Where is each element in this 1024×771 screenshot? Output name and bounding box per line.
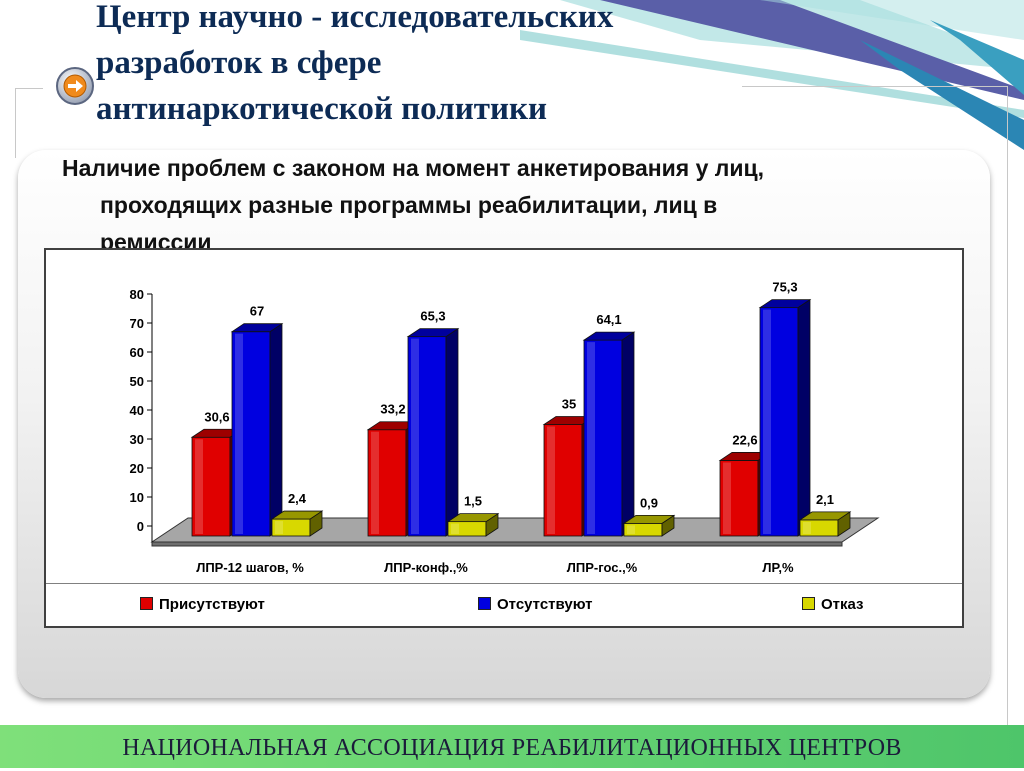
bar-top <box>798 511 852 521</box>
title-line: Центр научно - исследовательских <box>96 0 614 35</box>
legend-swatch <box>140 597 153 610</box>
legend-label: Отказ <box>821 596 864 613</box>
data-label: 22,6 <box>732 432 757 447</box>
y-tick-label: 80 <box>130 287 144 302</box>
bar-top <box>758 299 812 309</box>
bar-highlight <box>411 338 419 534</box>
bar-top <box>406 328 460 338</box>
bar-highlight <box>275 521 283 534</box>
page-title: Центр научно - исследовательских разрабо… <box>96 0 796 132</box>
y-tick-label: 60 <box>130 345 144 360</box>
footer-bar: НАЦИОНАЛЬНАЯ АССОЦИАЦИЯ РЕАБИЛИТАЦИОННЫХ… <box>0 725 1024 768</box>
data-label: 33,2 <box>380 402 405 417</box>
data-label: 1,5 <box>464 494 482 509</box>
y-tick-label: 50 <box>130 374 144 389</box>
bar-1-2 <box>367 429 407 537</box>
data-label: 75,3 <box>772 280 797 295</box>
subtitle-line: проходящих разные программы реабилитации… <box>100 192 718 218</box>
frame-line <box>15 88 16 158</box>
category-label: ЛПР-12 шагов, % <box>196 560 304 575</box>
bar-top <box>270 510 324 520</box>
y-tick-label: 20 <box>130 461 144 476</box>
category-label: ЛР,% <box>762 560 794 575</box>
bar-highlight <box>627 525 635 534</box>
bar-top <box>582 331 636 341</box>
legend-swatch <box>478 597 491 610</box>
slide-subtitle: Наличие проблем с законом на момент анке… <box>62 150 962 261</box>
bar-highlight <box>547 426 555 534</box>
bar-highlight <box>371 431 379 534</box>
bar-side <box>621 331 635 537</box>
bar-2-1 <box>231 331 271 537</box>
bar-top <box>446 513 500 523</box>
frame-line <box>1007 86 1008 726</box>
arrow-right-icon[interactable] <box>55 66 95 106</box>
category-label: ЛПР-конф.,% <box>384 560 468 575</box>
legend-divider <box>46 583 962 584</box>
y-tick-label: 40 <box>130 403 144 418</box>
legend-item-refusal: Отказ <box>802 596 864 613</box>
y-tick-label: 0 <box>137 519 144 534</box>
bar-side <box>269 322 283 537</box>
data-label: 65,3 <box>420 309 445 324</box>
bar-highlight <box>235 333 243 534</box>
bar-2-2 <box>407 336 447 537</box>
frame-line <box>15 88 43 89</box>
data-label: 67 <box>250 304 264 319</box>
bar-side <box>797 298 811 537</box>
bar-highlight <box>195 439 203 534</box>
legend-item-absent: Отсутствуют <box>478 596 593 613</box>
bar-1-4 <box>719 460 759 537</box>
data-label: 2,1 <box>816 492 834 507</box>
legend-label: Отсутствуют <box>497 596 593 613</box>
y-tick-label: 70 <box>130 316 144 331</box>
bar-highlight <box>803 521 811 534</box>
title-line: разработок в сфере <box>96 45 382 81</box>
subtitle-line: Наличие проблем с законом на момент анке… <box>62 155 765 181</box>
y-tick-label: 10 <box>130 490 144 505</box>
bar-1-1 <box>191 436 231 537</box>
legend-label: Присутствуют <box>159 596 265 613</box>
chart-container: 0 10 20 30 40 50 60 70 80 30,6 67 2,4 ЛПР-12 шагов, … <box>44 248 964 628</box>
data-label: 30,6 <box>204 409 229 424</box>
y-tick-label: 30 <box>130 432 144 447</box>
bar-highlight <box>451 523 459 534</box>
data-label: 0,9 <box>640 495 658 510</box>
data-label: 2,4 <box>288 491 307 506</box>
title-line: антинаркотической политики <box>96 91 547 127</box>
bar-side <box>445 327 459 537</box>
bar-top <box>230 323 284 333</box>
legend-item-present: Присутствуют <box>140 596 265 613</box>
bar-highlight <box>723 462 731 534</box>
frame-line <box>742 86 1008 87</box>
bar-chart: 0 10 20 30 40 50 60 70 80 30,6 67 2,4 ЛПР-12 шагов, … <box>130 280 880 575</box>
bar-top <box>622 514 676 524</box>
footer-text: НАЦИОНАЛЬНАЯ АССОЦИАЦИЯ РЕАБИЛИТАЦИОННЫХ… <box>122 735 902 761</box>
legend-swatch <box>802 597 815 610</box>
data-label: 64,1 <box>596 312 621 327</box>
data-label: 35 <box>562 397 576 412</box>
bar-highlight <box>763 309 771 534</box>
bar-highlight <box>587 342 595 534</box>
bar-2-4 <box>759 307 799 537</box>
category-label: ЛПР-гос.,% <box>567 560 638 575</box>
chart-floor-edge <box>151 541 843 547</box>
